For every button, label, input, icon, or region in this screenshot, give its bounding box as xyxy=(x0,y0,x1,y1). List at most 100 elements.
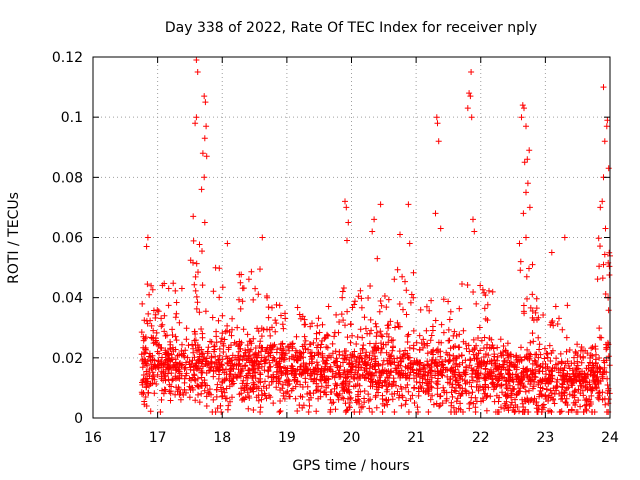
data-point xyxy=(150,364,157,371)
data-point xyxy=(280,325,287,332)
data-point xyxy=(424,350,431,357)
data-point xyxy=(555,367,562,373)
data-point xyxy=(399,273,406,280)
data-point xyxy=(384,322,391,329)
data-point xyxy=(385,296,392,303)
data-point xyxy=(183,336,190,343)
data-point xyxy=(297,315,304,322)
data-point xyxy=(603,409,610,415)
data-point xyxy=(219,393,225,400)
data-point xyxy=(416,366,423,373)
data-point xyxy=(606,249,613,256)
data-point xyxy=(393,365,400,372)
data-point xyxy=(183,325,190,332)
data-point xyxy=(292,347,299,354)
data-point xyxy=(158,315,165,322)
y-tick-labels: 0 0.02 0.04 0.06 0.08 0.1 0.12 xyxy=(52,50,83,427)
data-point xyxy=(372,379,379,385)
data-point xyxy=(550,395,556,402)
data-point xyxy=(487,393,494,400)
data-point xyxy=(481,305,488,312)
data-point xyxy=(437,402,444,409)
data-point xyxy=(279,347,286,354)
data-point xyxy=(349,360,356,367)
data-point xyxy=(586,381,593,388)
data-point xyxy=(483,407,490,414)
data-point xyxy=(371,346,378,353)
data-point xyxy=(294,304,301,311)
data-point xyxy=(252,345,259,351)
data-point xyxy=(386,380,393,387)
data-point xyxy=(199,350,206,357)
data-point xyxy=(307,341,314,348)
data-point xyxy=(348,355,355,361)
data-point xyxy=(374,255,381,262)
data-point xyxy=(420,373,426,379)
data-point xyxy=(574,358,581,365)
data-point xyxy=(437,225,444,232)
data-point xyxy=(162,372,169,379)
data-point xyxy=(311,375,318,382)
data-point xyxy=(491,351,498,358)
data-point xyxy=(590,362,597,369)
data-point xyxy=(215,317,222,324)
data-point xyxy=(571,360,578,367)
data-point xyxy=(167,397,174,404)
data-point xyxy=(444,373,451,380)
data-point xyxy=(240,377,247,384)
data-point xyxy=(578,359,585,366)
data-point xyxy=(430,401,437,408)
data-point xyxy=(228,357,235,363)
data-point xyxy=(544,354,551,361)
data-point xyxy=(314,322,321,329)
data-point xyxy=(220,349,227,355)
data-point xyxy=(464,282,471,288)
data-point xyxy=(532,358,539,365)
data-point xyxy=(177,390,184,396)
data-point xyxy=(596,355,603,361)
data-point xyxy=(321,335,328,342)
data-point xyxy=(339,288,346,295)
data-point xyxy=(533,305,540,312)
data-point xyxy=(344,371,351,378)
data-point xyxy=(592,369,599,376)
data-point xyxy=(536,346,543,353)
data-point xyxy=(569,380,576,387)
data-point xyxy=(173,310,180,317)
data-point xyxy=(177,396,184,403)
data-point xyxy=(161,280,168,287)
data-point xyxy=(143,243,150,250)
data-point xyxy=(356,382,363,389)
data-point xyxy=(192,273,199,280)
data-point xyxy=(361,388,368,394)
data-point xyxy=(311,370,318,377)
data-point xyxy=(583,365,590,372)
data-point xyxy=(526,204,533,211)
data-point xyxy=(323,357,330,364)
data-point xyxy=(468,373,475,380)
data-point xyxy=(543,371,549,378)
data-point xyxy=(377,328,384,335)
data-point xyxy=(340,381,347,388)
data-point xyxy=(452,388,459,395)
data-point xyxy=(371,216,378,223)
data-point xyxy=(166,366,173,373)
data-point xyxy=(433,400,440,407)
data-point xyxy=(388,361,394,368)
data-point xyxy=(254,354,261,361)
data-point xyxy=(251,363,258,370)
data-point xyxy=(148,322,155,329)
data-point xyxy=(408,291,415,298)
data-point xyxy=(443,397,450,404)
data-point xyxy=(227,398,233,405)
data-point xyxy=(213,386,220,393)
data-point xyxy=(326,365,333,372)
data-point xyxy=(198,390,205,397)
data-point xyxy=(384,401,391,408)
data-point xyxy=(553,355,560,362)
data-point xyxy=(209,314,216,321)
data-point xyxy=(315,315,322,322)
data-point xyxy=(466,362,473,369)
data-point xyxy=(342,322,348,329)
data-point xyxy=(383,304,390,311)
